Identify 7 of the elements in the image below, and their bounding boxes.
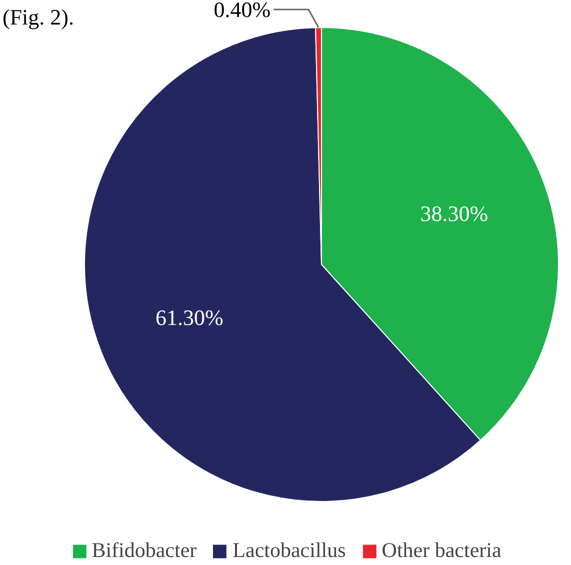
data-label: 0.40% — [214, 0, 271, 22]
legend-label: Other bacteria — [382, 538, 502, 563]
data-label: 61.30% — [156, 304, 224, 330]
legend-label: Bifidobacter — [92, 538, 197, 563]
legend-label: Lactobacillus — [232, 538, 346, 563]
data-label: 38.30% — [420, 200, 488, 226]
text: (Fig. 2). — [2, 4, 74, 30]
